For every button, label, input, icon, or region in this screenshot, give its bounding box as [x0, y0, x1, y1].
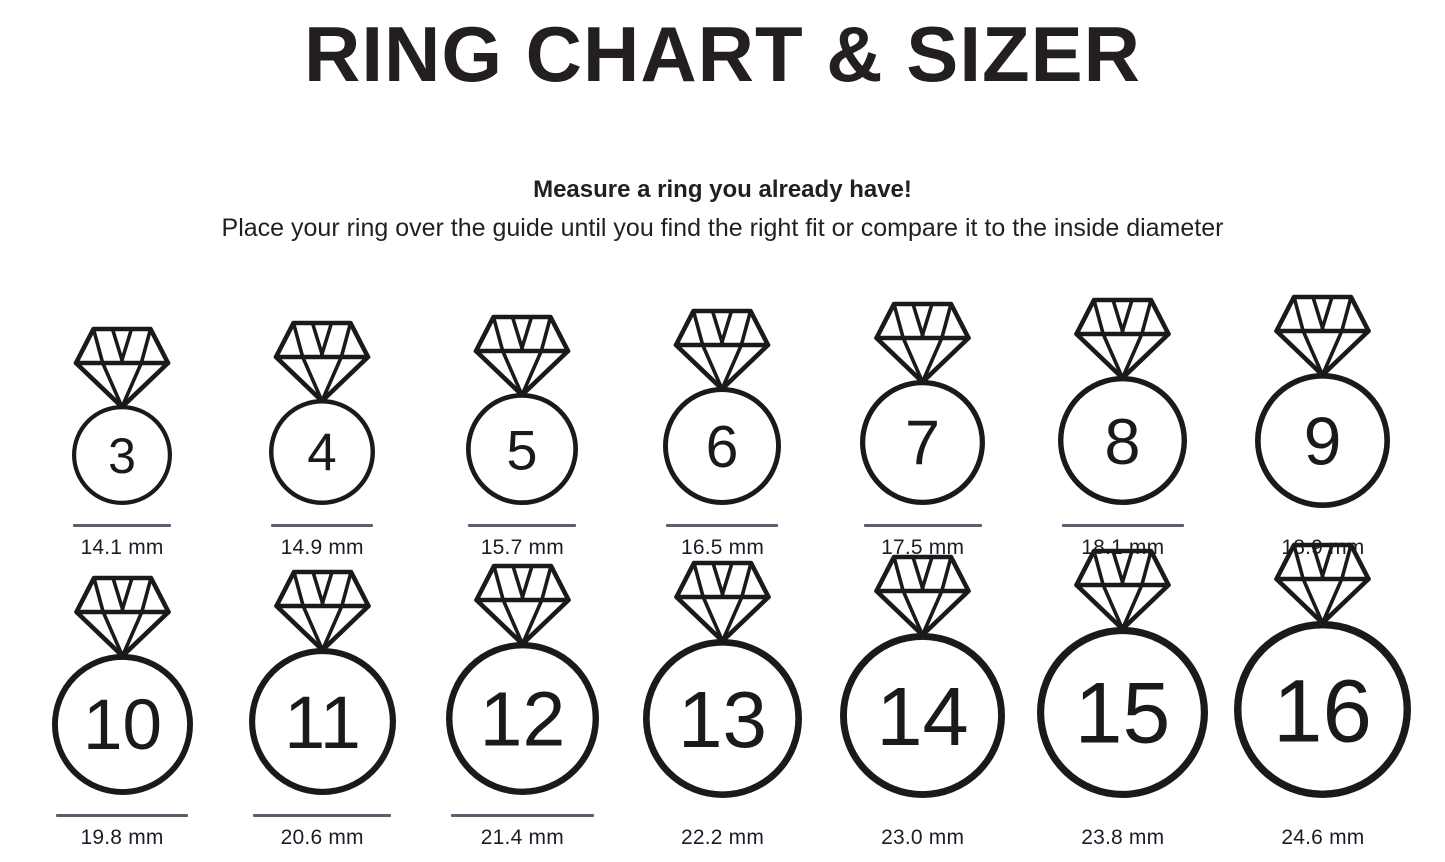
- ring-size-cell-14[interactable]: 14 23.0 mm: [823, 554, 1023, 850]
- ring-size-cell-3[interactable]: 3 14.1 mm: [22, 292, 222, 560]
- diamond-icon: [474, 314, 571, 398]
- diamond-icon: [73, 575, 171, 659]
- diameter-rule: [271, 524, 374, 527]
- instructions-block: Measure a ring you already have! Place y…: [0, 174, 1445, 246]
- ring-size-number: 16: [1273, 661, 1372, 761]
- ring-size-number: 12: [480, 677, 566, 763]
- diameter-rule: [73, 524, 172, 527]
- diamond-ring-icon[interactable]: 9: [1247, 291, 1398, 516]
- ring-size-cell-8[interactable]: 8 18.1 mm: [1023, 292, 1223, 560]
- diamond-icon: [674, 560, 771, 644]
- ring-size-cell-13[interactable]: 13 22.2 mm: [622, 560, 822, 850]
- ring-size-guide: 3 14.1 mm 4 14.9 mm 5 15.7 mm 6 16.5 mm 7 17.5 mm…: [0, 292, 1445, 850]
- ring-size-cell-16[interactable]: 16 24.6 mm: [1223, 542, 1423, 850]
- diamond-ring-icon[interactable]: 11: [241, 566, 404, 803]
- diameter-rule: [863, 524, 982, 527]
- diamond-ring-icon[interactable]: 13: [635, 557, 810, 806]
- ring-size-cell-11[interactable]: 11 20.6 mm: [222, 560, 422, 850]
- diamond-ring-icon[interactable]: 6: [655, 305, 789, 513]
- diameter-rule: [56, 814, 189, 817]
- diamond-ring-icon[interactable]: 10: [44, 572, 201, 803]
- ring-size-number: 6: [706, 414, 739, 480]
- diameter-rule: [450, 814, 594, 817]
- diamond-icon: [73, 326, 171, 410]
- ring-size-number: 13: [678, 675, 767, 764]
- diameter-rule: [1061, 524, 1184, 527]
- ring-size-cell-7[interactable]: 7 17.5 mm: [823, 292, 1023, 560]
- diamond-icon: [874, 554, 971, 638]
- ring-size-number: 8: [1105, 405, 1141, 478]
- ring-size-cell-9[interactable]: 9 18.9 mm: [1223, 292, 1423, 560]
- ring-size-number: 3: [108, 428, 136, 484]
- diameter-label: 23.8 mm: [1081, 826, 1165, 849]
- diameter-rule: [666, 524, 779, 527]
- diamond-icon: [474, 563, 571, 647]
- diameter-label: 15.7 mm: [480, 536, 564, 559]
- ring-size-number: 4: [307, 424, 336, 483]
- diamond-ring-icon[interactable]: 5: [458, 311, 586, 513]
- ring-size-cell-4[interactable]: 4 14.9 mm: [222, 292, 422, 560]
- diameter-label: 22.2 mm: [680, 826, 765, 849]
- diameter-label: 19.8 mm: [80, 826, 164, 849]
- ring-size-cell-5[interactable]: 5 15.7 mm: [422, 292, 622, 560]
- ring-row-top: 3 14.1 mm 4 14.9 mm 5 15.7 mm 6 16.5 mm 7 17.5 mm…: [0, 292, 1445, 560]
- diameter-label: 18.9 mm: [1281, 536, 1365, 559]
- diamond-icon: [273, 569, 371, 653]
- ring-size-number: 14: [876, 670, 968, 763]
- ring-size-number: 10: [83, 686, 162, 765]
- instruction-headline: Measure a ring you already have!: [533, 175, 912, 203]
- ring-size-cell-15[interactable]: 15 23.8 mm: [1023, 548, 1223, 850]
- diamond-ring-icon[interactable]: 14: [832, 551, 1013, 806]
- diameter-label: 21.4 mm: [480, 826, 564, 849]
- ring-size-number: 7: [905, 409, 940, 479]
- diamond-icon: [1074, 297, 1172, 381]
- page-title: RING CHART & SIZER: [304, 10, 1141, 98]
- diamond-ring-icon[interactable]: 4: [261, 317, 383, 513]
- diamond-ring-icon[interactable]: 7: [852, 298, 993, 513]
- diameter-label: 16.5 mm: [680, 536, 765, 559]
- diamond-icon: [674, 308, 771, 392]
- ring-row-bottom: 10 19.8 mm 11 20.6 mm 12 21.4 mm 13 22.2 mm 14 23…: [0, 542, 1445, 850]
- diamond-icon: [874, 301, 971, 385]
- instruction-detail: Place your ring over the guide until you…: [221, 214, 1224, 243]
- diamond-icon: [1274, 294, 1372, 378]
- diamond-icon: [273, 320, 371, 404]
- diamond-icon: [1274, 542, 1372, 626]
- ring-size-cell-6[interactable]: 6 16.5 mm: [622, 292, 822, 560]
- ring-size-cell-12[interactable]: 12 21.4 mm: [422, 560, 622, 850]
- diameter-label: 17.5 mm: [881, 536, 965, 559]
- diameter-label: 24.6 mm: [1281, 826, 1365, 849]
- diameter-rule: [468, 524, 577, 527]
- diameter-label: 14.1 mm: [80, 536, 164, 559]
- ring-size-number: 15: [1075, 666, 1171, 762]
- diamond-ring-icon[interactable]: 8: [1050, 294, 1195, 513]
- ring-size-cell-10[interactable]: 10 19.8 mm: [22, 560, 222, 850]
- diamond-ring-icon[interactable]: 12: [438, 560, 607, 803]
- diamond-ring-icon[interactable]: 16: [1226, 539, 1419, 806]
- diamond-icon: [1074, 548, 1172, 632]
- diameter-rule: [253, 814, 392, 817]
- diameter-label: 20.6 mm: [280, 826, 364, 849]
- diamond-ring-icon[interactable]: 3: [64, 323, 180, 513]
- diameter-label: 14.9 mm: [280, 536, 364, 559]
- ring-size-number: 5: [507, 419, 538, 482]
- ring-size-number: 11: [284, 681, 361, 764]
- ring-size-number: 9: [1304, 404, 1342, 480]
- diamond-ring-icon[interactable]: 15: [1029, 545, 1216, 806]
- diameter-label: 23.0 mm: [881, 826, 965, 849]
